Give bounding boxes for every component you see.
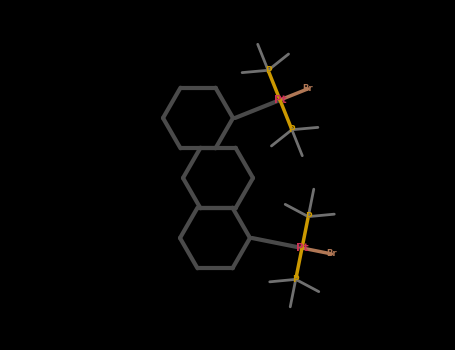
Text: P: P [305, 212, 312, 221]
Text: P: P [288, 125, 295, 134]
Text: Br: Br [326, 250, 337, 258]
Text: P: P [293, 275, 299, 284]
Text: P: P [265, 66, 272, 75]
Text: Pt: Pt [296, 243, 308, 253]
Text: Br: Br [303, 84, 313, 93]
Text: Pt: Pt [274, 95, 286, 105]
